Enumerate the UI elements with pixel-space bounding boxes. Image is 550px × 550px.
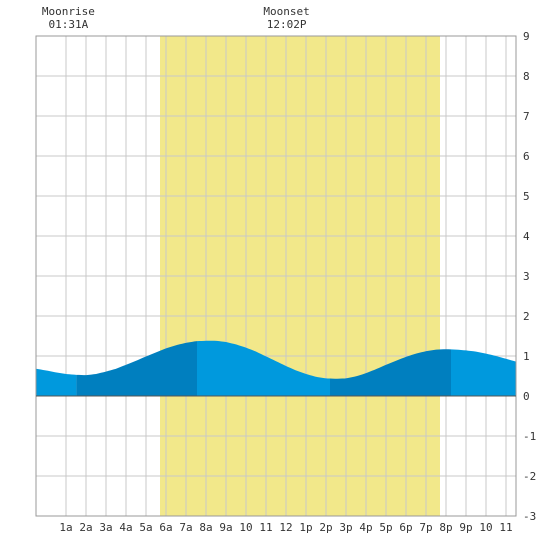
x-tick-label: 10 xyxy=(479,521,492,534)
x-tick-label: 8a xyxy=(199,521,212,534)
moonset-time: 12:02P xyxy=(267,18,307,31)
tide-area-band xyxy=(451,349,516,396)
y-tick-label: 8 xyxy=(523,70,530,83)
x-tick-label: 3a xyxy=(99,521,112,534)
tide-area-band xyxy=(36,368,77,396)
y-tick-label: -1 xyxy=(523,430,536,443)
x-tick-label: 12 xyxy=(279,521,292,534)
x-tick-label: 7a xyxy=(179,521,192,534)
y-tick-label: 9 xyxy=(523,30,530,43)
x-tick-label: 8p xyxy=(439,521,452,534)
x-tick-label: 6p xyxy=(399,521,412,534)
tide-area-group xyxy=(36,340,516,396)
x-tick-label: 4a xyxy=(119,521,132,534)
moonrise-label: Moonrise xyxy=(42,5,95,18)
y-tick-label: 4 xyxy=(523,230,530,243)
tide-area-band xyxy=(330,349,451,396)
y-tick-label: 2 xyxy=(523,310,530,323)
y-tick-label: 7 xyxy=(523,110,530,123)
x-tick-label: 4p xyxy=(359,521,372,534)
tide-area-band xyxy=(197,340,330,396)
moonrise-time: 01:31A xyxy=(49,18,89,31)
y-tick-label: 3 xyxy=(523,270,530,283)
x-tick-label: 1p xyxy=(299,521,312,534)
x-tick-label: 9p xyxy=(459,521,472,534)
y-tick-label: -3 xyxy=(523,510,536,523)
labels-group: 1a 2a 3a 4a 5a 6a 7a 8a 9a 10 11 12 1p 2p 3p 4p 5p 6p 7p 8p… xyxy=(59,30,536,534)
y-tick-label: 5 xyxy=(523,190,530,203)
y-tick-label: 1 xyxy=(523,350,530,363)
axes-group xyxy=(35,35,517,517)
x-tick-label: 5a xyxy=(139,521,152,534)
x-tick-label: 7p xyxy=(419,521,432,534)
x-tick-label: 5p xyxy=(379,521,392,534)
x-tick-label: 10 xyxy=(239,521,252,534)
y-tick-label: 0 xyxy=(523,390,530,403)
x-tick-label: 11 xyxy=(259,521,272,534)
tide-area-band xyxy=(76,341,197,396)
x-tick-label: 2a xyxy=(79,521,92,534)
x-tick-label: 1a xyxy=(59,521,72,534)
moonset-label: Moonset xyxy=(263,5,309,18)
x-tick-label: 2p xyxy=(319,521,332,534)
y-tick-label: -2 xyxy=(523,470,536,483)
y-tick-label: 6 xyxy=(523,150,530,163)
x-tick-label: 11 xyxy=(499,521,512,534)
x-tick-label: 6a xyxy=(159,521,172,534)
plot-border xyxy=(35,35,517,517)
x-tick-label: 3p xyxy=(339,521,352,534)
x-tick-label: 9a xyxy=(219,521,232,534)
